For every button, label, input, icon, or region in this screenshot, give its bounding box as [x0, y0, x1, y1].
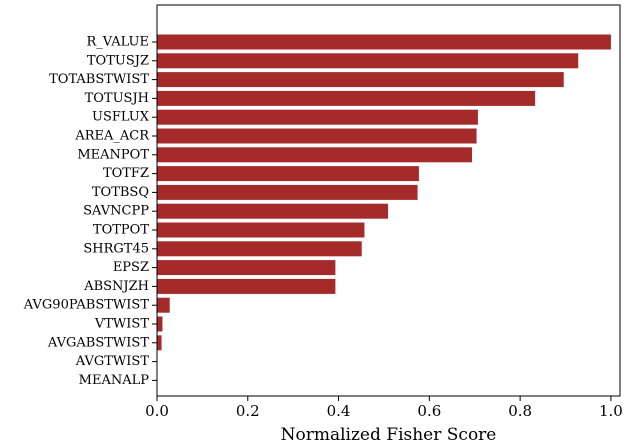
category-labels-group: R_VALUE TOTUSJZ TOTABSTWIST TOTUSJH USFLUX AR… [23, 35, 157, 388]
bar-totusjz [157, 53, 579, 69]
bar-vtwist [157, 316, 163, 332]
x-tick-label: 1.0 [599, 402, 623, 420]
bar-epsz [157, 260, 336, 276]
bar-absnjzh [157, 278, 336, 294]
bar-savncpp [157, 203, 389, 219]
y-tick-label: MEANPOT [77, 147, 149, 162]
bar-totbsq [157, 184, 418, 200]
y-tick-label: TOTUSJH [85, 91, 149, 106]
y-tick-label: AREA_ACR [74, 129, 150, 144]
bars-group [157, 34, 611, 370]
bar-avgabstwist [157, 335, 162, 351]
y-tick-label: TOTFZ [103, 166, 149, 181]
y-tick-label: EPSZ [113, 260, 149, 275]
bar-r-value [157, 34, 611, 50]
bar-usflux [157, 109, 478, 125]
bar-totabstwist [157, 72, 564, 88]
bar-totpot [157, 222, 365, 238]
x-axis-title: Normalized Fisher Score [281, 425, 497, 445]
x-tick-label: 0.4 [327, 402, 351, 420]
bar-totusjh [157, 90, 536, 106]
y-tick-label: SHRGT45 [83, 241, 149, 256]
x-tick-label: 0.8 [508, 402, 532, 420]
x-tick-label: 0.0 [145, 402, 169, 420]
y-tick-label: SAVNCPP [83, 204, 149, 219]
y-tick-label: VTWIST [94, 317, 149, 332]
y-tick-label: TOTUSJZ [87, 53, 149, 68]
y-tick-label: TOTBSQ [92, 185, 149, 200]
x-ticks-group: 0.0 0.2 0.4 0.6 0.8 1.0 [145, 396, 623, 420]
y-tick-label: R_VALUE [86, 35, 149, 50]
plot-frame [156, 4, 621, 397]
x-tick-label: 0.6 [417, 402, 441, 420]
y-tick-label: AVG90PABSTWIST [23, 298, 150, 313]
y-tick-label: TOTPOT [93, 223, 149, 238]
y-tick-label: AVGTWIST [75, 354, 150, 369]
bar-shrgt45 [157, 241, 362, 257]
bar-area-acr [157, 128, 477, 144]
y-tick-label: MEANALP [79, 373, 150, 388]
bar-avg90pabstwist [157, 297, 170, 313]
y-tick-label: ABSNJZH [83, 279, 149, 294]
y-tick-label: USFLUX [92, 110, 150, 125]
bar-totfz [157, 166, 419, 182]
x-tick-label: 0.2 [236, 402, 260, 420]
bar-meanpot [157, 147, 473, 163]
y-tick-label: TOTABSTWIST [49, 72, 149, 87]
y-tick-label: AVGABSTWIST [47, 335, 149, 350]
